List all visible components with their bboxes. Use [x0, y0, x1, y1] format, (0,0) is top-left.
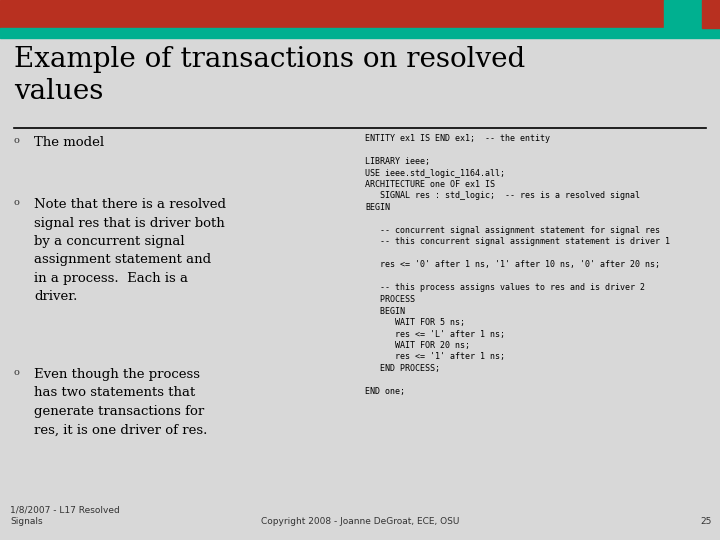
- Text: Even though the process
has two statements that
generate transactions for
res, i: Even though the process has two statemen…: [34, 368, 207, 436]
- Text: The model: The model: [34, 136, 104, 149]
- Text: ENTITY ex1 IS END ex1;  -- the entity: ENTITY ex1 IS END ex1; -- the entity: [365, 134, 550, 143]
- Text: -- concurrent signal assignment statement for signal res: -- concurrent signal assignment statemen…: [365, 226, 660, 235]
- Text: Note that there is a resolved
signal res that is driver both
by a concurrent sig: Note that there is a resolved signal res…: [34, 198, 226, 303]
- Text: -- this concurrent signal assignment statement is driver 1: -- this concurrent signal assignment sta…: [365, 238, 670, 246]
- Text: 25: 25: [701, 517, 712, 526]
- Text: END PROCESS;: END PROCESS;: [365, 364, 440, 373]
- Text: ARCHITECTURE one OF ex1 IS: ARCHITECTURE one OF ex1 IS: [365, 180, 495, 189]
- Text: PROCESS: PROCESS: [365, 295, 415, 304]
- Text: WAIT FOR 5 ns;: WAIT FOR 5 ns;: [365, 318, 465, 327]
- Text: USE ieee.std_logic_1164.all;: USE ieee.std_logic_1164.all;: [365, 168, 505, 178]
- Text: o: o: [14, 198, 20, 207]
- Text: BEGIN: BEGIN: [365, 307, 405, 315]
- Text: res <= '0' after 1 ns, '1' after 10 ns, '0' after 20 ns;: res <= '0' after 1 ns, '1' after 10 ns, …: [365, 260, 660, 269]
- Bar: [0, 28, 720, 38]
- Text: Example of transactions on resolved
values: Example of transactions on resolved valu…: [14, 46, 526, 105]
- Text: o: o: [14, 136, 20, 145]
- Text: SIGNAL res : std_logic;  -- res is a resolved signal: SIGNAL res : std_logic; -- res is a reso…: [365, 192, 640, 200]
- Text: res <= '1' after 1 ns;: res <= '1' after 1 ns;: [365, 353, 505, 361]
- Text: Copyright 2008 - Joanne DeGroat, ECE, OSU: Copyright 2008 - Joanne DeGroat, ECE, OS…: [261, 517, 459, 526]
- Bar: [0, 0, 720, 28]
- Text: BEGIN: BEGIN: [365, 203, 390, 212]
- Text: 1/8/2007 - L17 Resolved
Signals: 1/8/2007 - L17 Resolved Signals: [10, 506, 120, 526]
- Text: o: o: [14, 368, 20, 377]
- Text: -- this process assigns values to res and is driver 2: -- this process assigns values to res an…: [365, 284, 645, 293]
- Text: res <= 'L' after 1 ns;: res <= 'L' after 1 ns;: [365, 329, 505, 339]
- Text: WAIT FOR 20 ns;: WAIT FOR 20 ns;: [365, 341, 470, 350]
- Bar: [664, 0, 702, 28]
- Text: LIBRARY ieee;: LIBRARY ieee;: [365, 157, 430, 166]
- Bar: [702, 0, 720, 28]
- Text: END one;: END one;: [365, 387, 405, 396]
